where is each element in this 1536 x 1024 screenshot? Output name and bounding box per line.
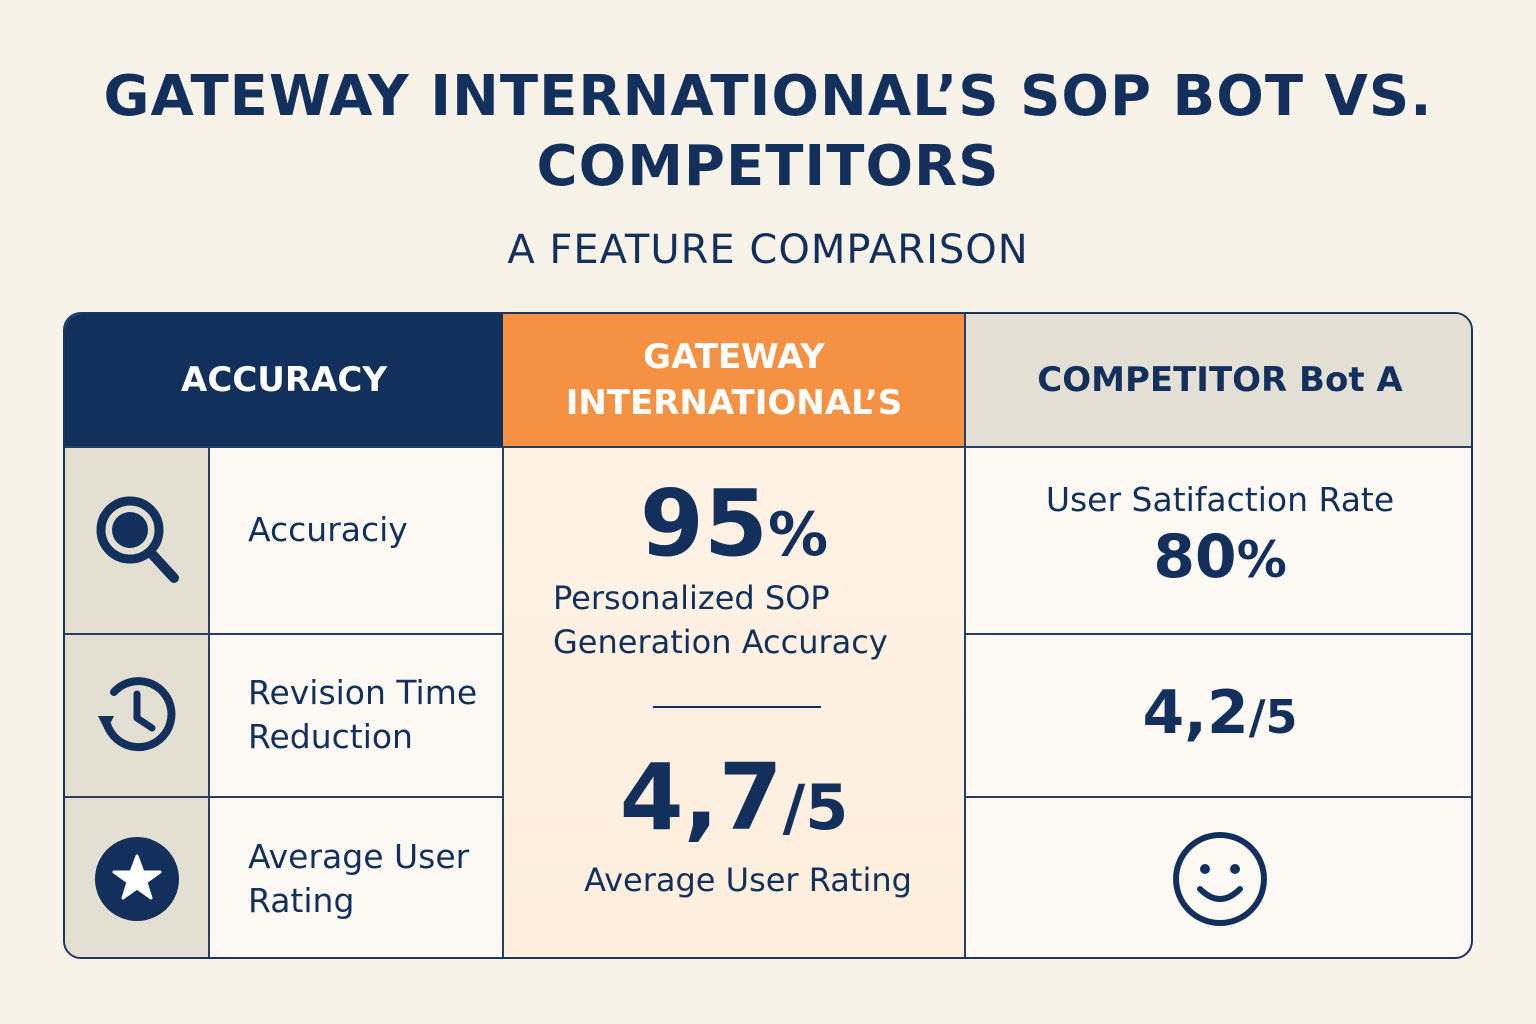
comparison-table: ACCURACY GATEWAY INTERNATIONAL’S COMPETI… — [63, 312, 1473, 959]
gateway-column: 95% Personalized SOP Generation Accuracy… — [503, 446, 965, 957]
competitor-satisfaction-value: 80% — [1153, 522, 1287, 592]
row-label-revision-time: Revision Time Reduction — [248, 672, 478, 756]
column-header-accuracy: ACCURACY — [65, 314, 503, 446]
smiley-face-icon — [1172, 831, 1268, 927]
row-icon-cell — [65, 633, 208, 796]
grid-line — [208, 446, 210, 957]
competitor-satisfaction-cell: User Satifaction Rate 80% — [965, 446, 1471, 633]
column-header-gateway: GATEWAY INTERNATIONAL’S — [503, 314, 965, 446]
grid-line — [65, 796, 503, 798]
gateway-rating-value: 4,7/5 — [619, 744, 849, 851]
grid-line — [965, 633, 1471, 635]
competitor-icon-cell — [965, 796, 1471, 957]
competitor-satisfaction-label: User Satifaction Rate — [1045, 480, 1395, 519]
row-icon-cell — [65, 446, 208, 633]
grid-line — [965, 796, 1471, 798]
competitor-rating-cell: 4,2/5 — [965, 633, 1471, 796]
row-label-average-rating: Average User Rating — [248, 836, 470, 920]
star-icon — [92, 834, 182, 924]
column-header-competitor: COMPETITOR Bot A — [965, 314, 1471, 446]
row-icon-cell — [65, 796, 208, 957]
gateway-accuracy-desc: Personalized SOP Generation Accuracy — [553, 579, 888, 661]
search-icon — [92, 492, 182, 588]
grid-line — [964, 314, 966, 957]
page-subtitle: A FEATURE COMPARISON — [507, 227, 1029, 273]
gateway-rating-desc: Average User Rating — [584, 861, 912, 899]
grid-line — [65, 633, 503, 635]
history-clock-icon — [92, 670, 182, 760]
competitor-rating-value: 4,2/5 — [1142, 677, 1298, 748]
gateway-accuracy-value: 95% — [639, 470, 829, 577]
grid-line — [65, 446, 1471, 448]
page-title: GATEWAY INTERNATIONAL’S SOP BOT VS. COMP… — [103, 64, 1433, 199]
divider — [653, 706, 821, 708]
grid-line — [502, 446, 504, 957]
row-label-accuracy: Accuraciy — [248, 509, 408, 549]
